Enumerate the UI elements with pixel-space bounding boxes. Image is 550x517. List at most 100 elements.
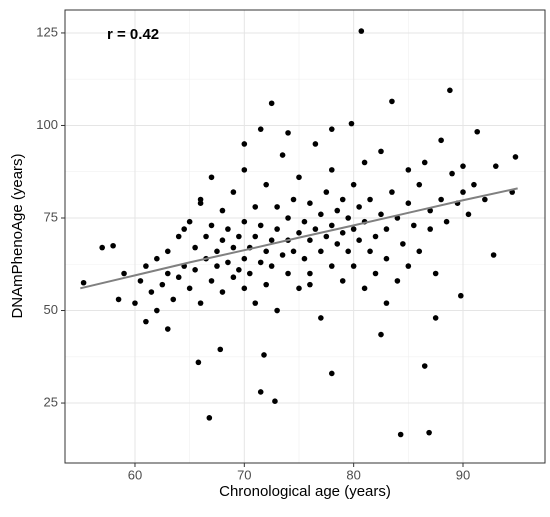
point [465, 211, 472, 218]
point [285, 130, 291, 136]
panel-border [64, 9, 546, 464]
point [263, 248, 269, 255]
point [438, 196, 444, 203]
point [137, 278, 144, 284]
point [252, 233, 259, 240]
point [225, 259, 231, 266]
point [389, 189, 395, 195]
point [181, 226, 187, 232]
point [339, 229, 346, 236]
point [356, 237, 362, 244]
point [356, 204, 362, 210]
point [490, 252, 497, 258]
point [159, 281, 166, 288]
point [230, 189, 237, 195]
point [372, 270, 379, 277]
point [274, 226, 280, 232]
point [214, 248, 220, 255]
point [416, 181, 423, 188]
point [307, 270, 313, 277]
point [447, 87, 453, 94]
point [110, 242, 116, 249]
point [432, 270, 439, 277]
x-tick-label: 70 [237, 467, 251, 482]
point [252, 204, 259, 210]
point [328, 126, 335, 132]
point [285, 270, 291, 277]
point [230, 274, 237, 281]
point [312, 141, 319, 147]
point [192, 267, 198, 273]
point [217, 346, 224, 353]
point [345, 215, 351, 221]
point [296, 174, 302, 181]
point [421, 363, 428, 369]
point [427, 226, 433, 232]
point [443, 218, 450, 225]
point [121, 270, 127, 277]
point [115, 296, 122, 303]
point [99, 244, 105, 251]
point [143, 263, 149, 269]
point [241, 141, 248, 147]
point [164, 270, 171, 277]
point [367, 248, 373, 255]
point [328, 370, 335, 377]
point [197, 300, 204, 306]
point [350, 226, 357, 232]
point [492, 163, 499, 169]
point [241, 255, 248, 262]
point [274, 204, 280, 210]
point [432, 315, 439, 321]
point [148, 289, 155, 295]
point [80, 279, 87, 286]
point [268, 237, 275, 244]
point [328, 222, 335, 229]
point [471, 181, 477, 188]
point [268, 263, 275, 269]
point [512, 154, 519, 160]
point [328, 167, 335, 173]
point [339, 278, 346, 284]
point [318, 211, 324, 218]
point [257, 222, 264, 229]
point [323, 233, 330, 240]
point [208, 278, 215, 284]
point [296, 285, 302, 292]
point [230, 244, 237, 251]
point [290, 248, 297, 255]
point [410, 222, 417, 229]
point [312, 226, 319, 232]
x-tick-label: 90 [456, 467, 470, 482]
point [383, 226, 390, 232]
point [175, 274, 182, 281]
point [195, 359, 202, 366]
point [252, 300, 259, 306]
point [405, 263, 412, 269]
point [318, 315, 324, 321]
x-tick-label: 80 [346, 467, 360, 482]
point [383, 300, 390, 306]
trend-line [80, 187, 518, 290]
point [214, 263, 220, 269]
point [208, 222, 215, 229]
point [154, 255, 160, 262]
point [345, 248, 351, 255]
point [458, 292, 464, 299]
point [208, 174, 215, 181]
point [323, 189, 330, 195]
point [263, 281, 269, 288]
point [350, 181, 357, 188]
y-tick-label: 75 [44, 209, 58, 224]
point [225, 226, 231, 232]
point [154, 307, 160, 314]
point [405, 167, 412, 173]
point [307, 281, 313, 288]
point [427, 207, 433, 214]
point [290, 196, 297, 203]
point [405, 200, 412, 206]
point [236, 233, 242, 240]
y-tick-label: 50 [44, 302, 58, 317]
point [236, 267, 242, 273]
